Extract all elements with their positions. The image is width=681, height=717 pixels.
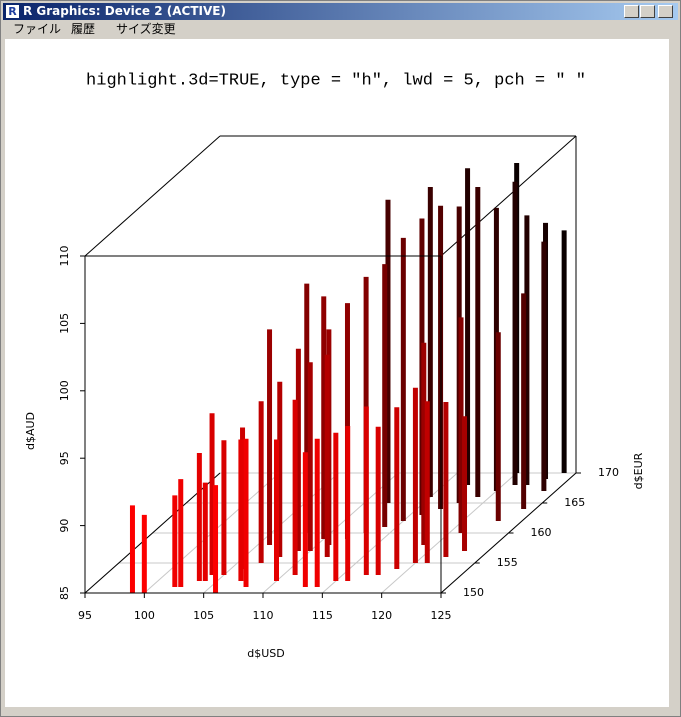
- chart-title: highlight.3d=TRUE, type = "h", lwd = 5, …: [86, 71, 586, 90]
- z-tick-label: 105: [58, 313, 71, 334]
- menu-item[interactable]: サイズ変更: [116, 22, 176, 36]
- app-icon: R: [6, 5, 19, 18]
- x-axis-label: d$USD: [247, 647, 285, 660]
- window-title: R Graphics: Device 2 (ACTIVE): [23, 4, 226, 18]
- z-axis-label: d$AUD: [24, 412, 37, 450]
- x-tick-label: 95: [78, 609, 92, 622]
- menu-bar: ファイル 履歴 サイズ変更: [3, 21, 678, 38]
- z-tick-label: 95: [58, 451, 71, 465]
- x-tick-label: 110: [253, 609, 274, 622]
- x-tick-label: 120: [371, 609, 392, 622]
- menu-item[interactable]: ファイル: [13, 22, 62, 36]
- y-axis-label: d$EUR: [632, 452, 645, 489]
- z-tick-label: 110: [58, 246, 71, 267]
- menu-item[interactable]: 履歴: [71, 22, 96, 36]
- title-bar: R R Graphics: Device 2 (ACTIVE): [3, 3, 678, 20]
- minimize-button[interactable]: [624, 5, 639, 18]
- x-tick-label: 125: [431, 609, 452, 622]
- x-tick-label: 100: [134, 609, 155, 622]
- close-button[interactable]: [658, 5, 673, 18]
- y-tick-label: 155: [497, 556, 518, 569]
- chart: highlight.3d=TRUE, type = "h", lwd = 5, …: [5, 39, 669, 707]
- y-tick-label: 150: [463, 586, 484, 599]
- z-tick-label: 90: [58, 519, 71, 533]
- z-tick-label: 100: [58, 380, 71, 401]
- box-edge: [440, 135, 577, 257]
- x-tick-label: 115: [312, 609, 333, 622]
- z-tick-label: 85: [58, 586, 71, 600]
- x-tick-label: 105: [193, 609, 214, 622]
- maximize-button[interactable]: [640, 5, 655, 18]
- y-tick-label: 170: [598, 466, 619, 479]
- y-tick-label: 165: [564, 496, 585, 509]
- box-edge: [84, 135, 221, 257]
- y-tick-label: 160: [531, 526, 552, 539]
